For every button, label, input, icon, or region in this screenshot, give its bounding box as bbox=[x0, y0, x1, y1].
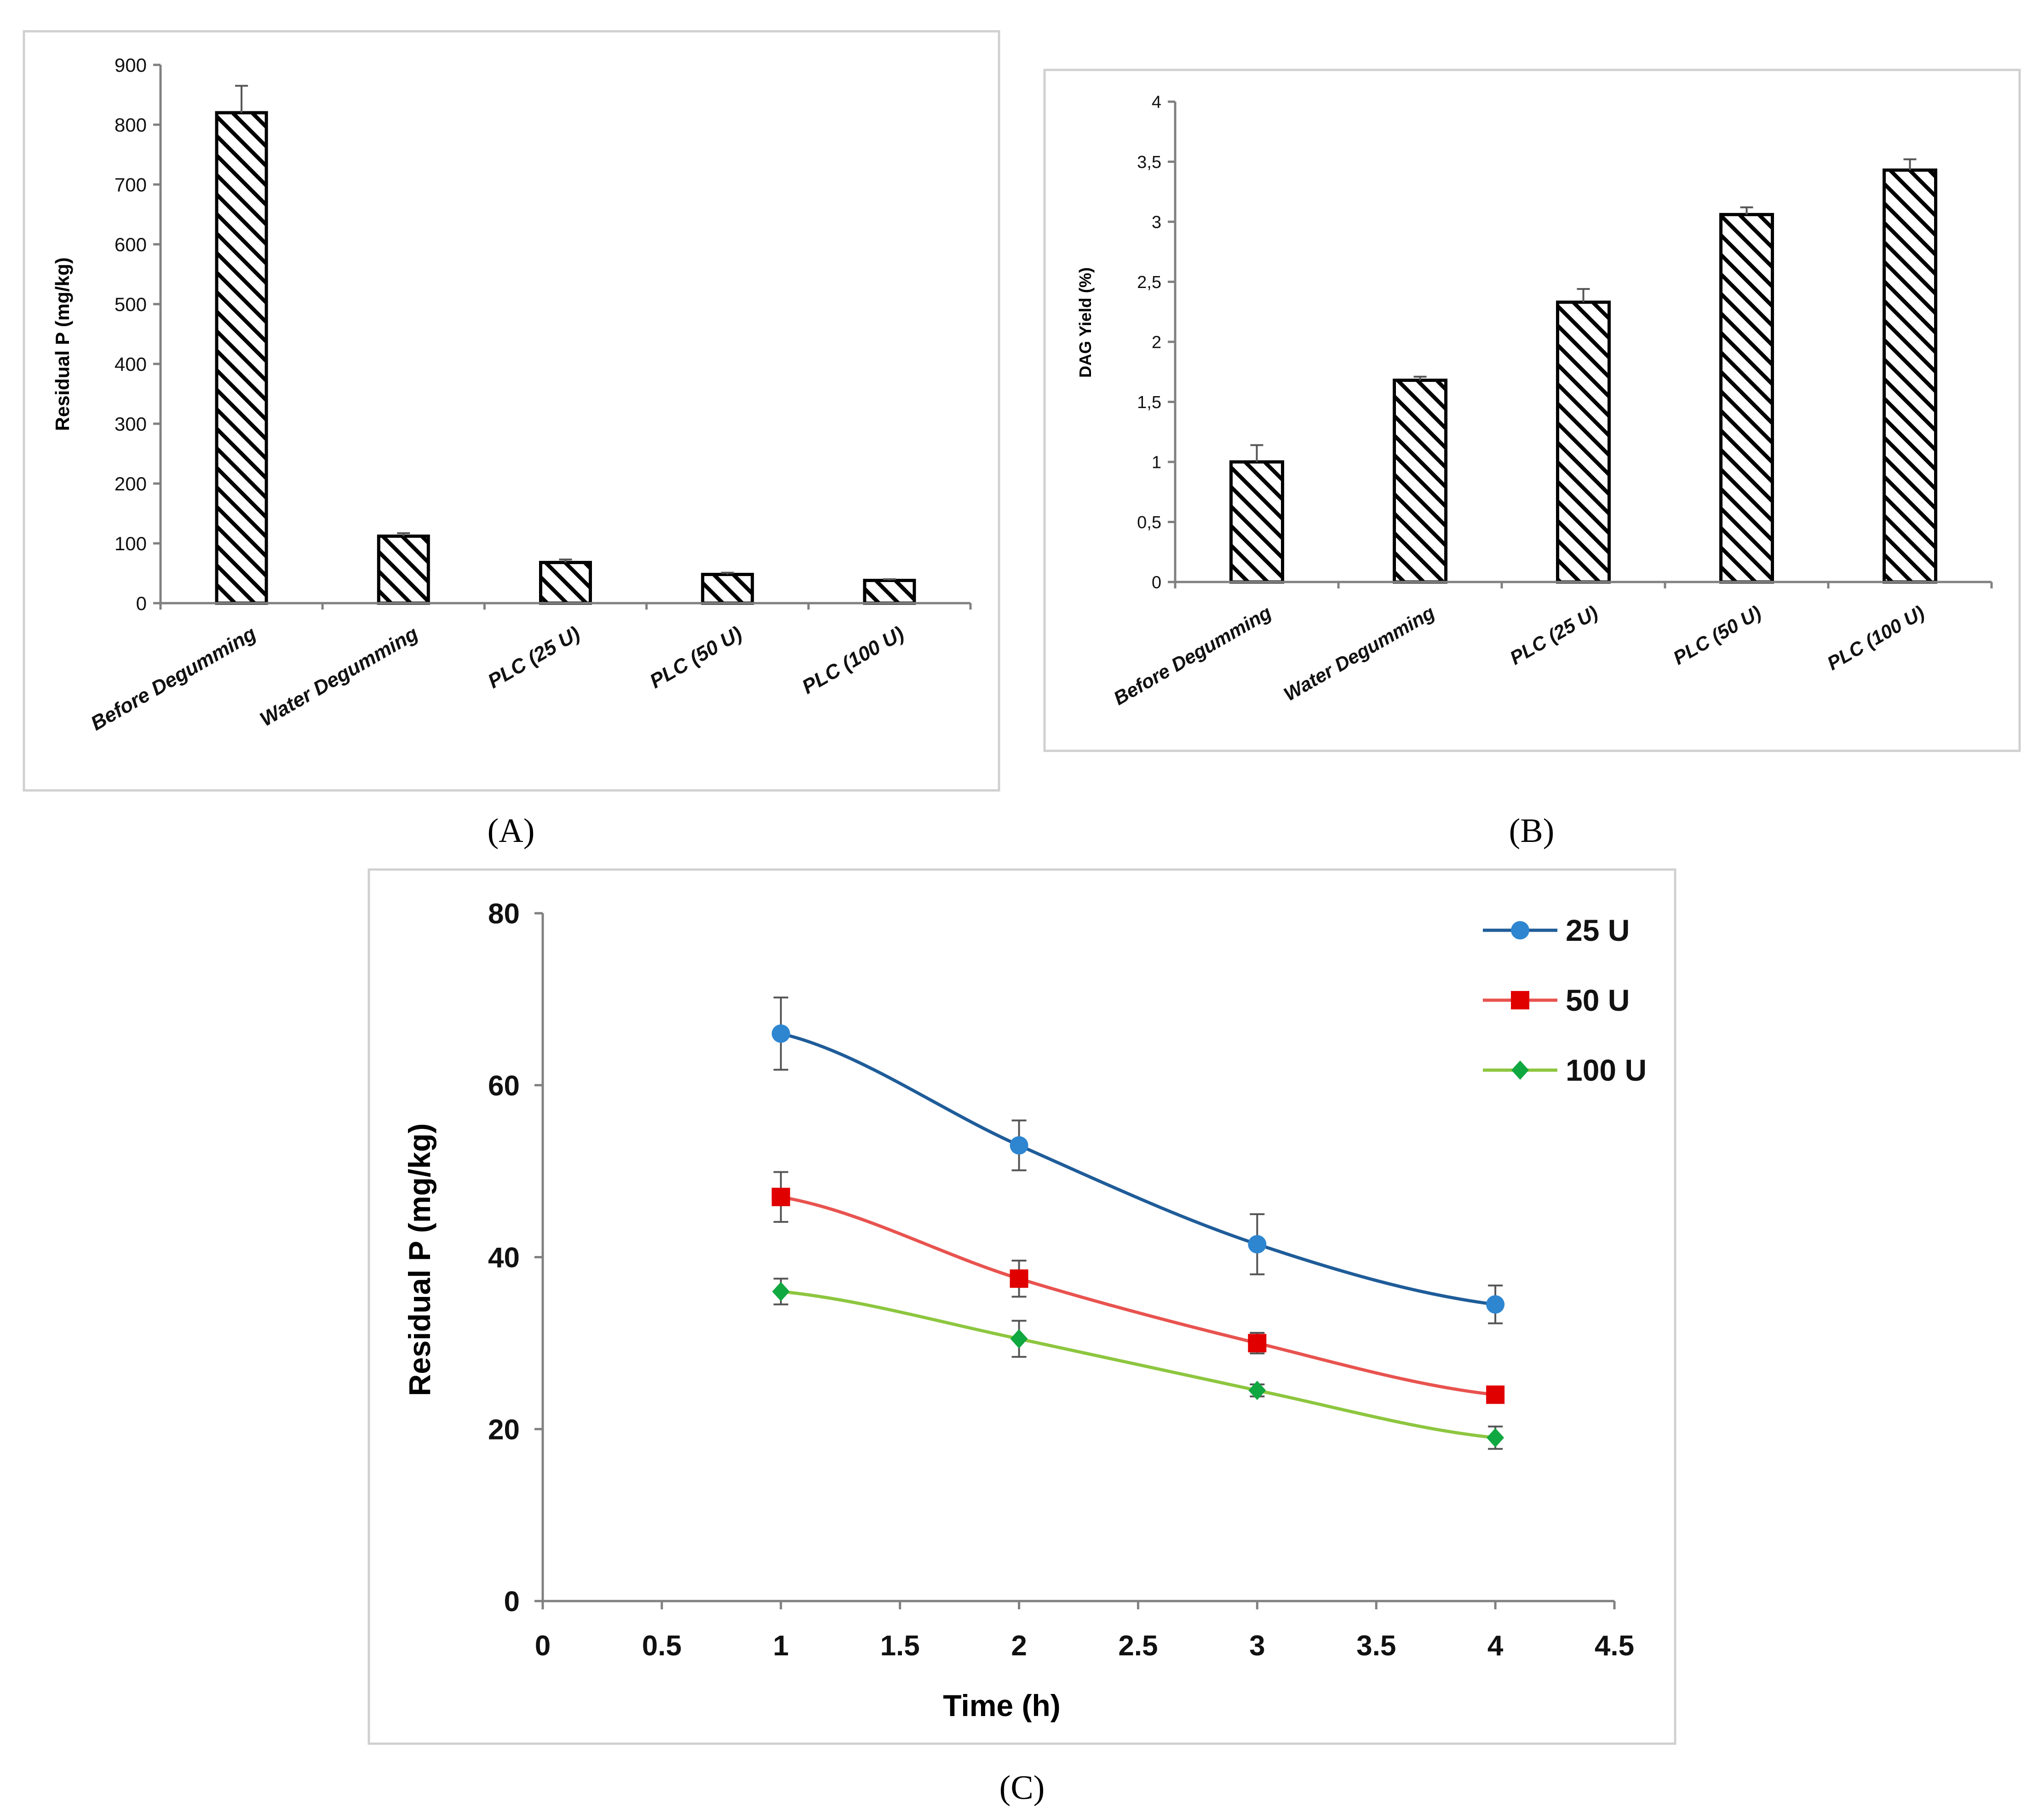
panel-c-frame bbox=[367, 868, 1677, 1745]
bar bbox=[215, 111, 268, 605]
panel-a-label: (A) bbox=[488, 812, 535, 850]
panel-a-ylabel: Residual P (mg/kg) bbox=[52, 257, 73, 431]
panel-a-y-ticks: 0 100 200 300 400 500 600 700 800 900 bbox=[115, 54, 972, 614]
panel-b-label: (B) bbox=[1509, 812, 1555, 850]
data-point bbox=[1010, 1329, 1028, 1349]
x-tick-label: 3.5 bbox=[1356, 1630, 1396, 1662]
panel-c-label: (C) bbox=[999, 1769, 1045, 1807]
bar bbox=[1393, 379, 1447, 584]
legend-label: 100 U bbox=[1566, 1053, 1647, 1087]
bar bbox=[701, 573, 754, 605]
y-tick-label: 700 bbox=[115, 174, 147, 196]
legend-marker bbox=[1511, 921, 1529, 939]
y-tick-label: 300 bbox=[115, 413, 147, 435]
legend-marker bbox=[1511, 1060, 1529, 1080]
y-tick-label: 20 bbox=[488, 1414, 520, 1446]
legend-marker bbox=[1511, 991, 1529, 1009]
bar bbox=[1883, 168, 1937, 584]
legend-label: 50 U bbox=[1566, 983, 1630, 1017]
data-point bbox=[1248, 1334, 1267, 1353]
data-point bbox=[1486, 1295, 1505, 1314]
data-point bbox=[771, 1187, 790, 1206]
panel-a-frame bbox=[23, 30, 1000, 792]
bar bbox=[1719, 213, 1774, 584]
panel-c: Residual P (mg/kg) Time (h) 0 20 40 60 80 0 0.… bbox=[367, 868, 1677, 1745]
y-tick-label: 900 bbox=[115, 54, 147, 76]
data-point bbox=[771, 1024, 790, 1043]
y-tick-label: 3,5 bbox=[1137, 153, 1161, 172]
x-tick-label: 1 bbox=[773, 1630, 789, 1662]
bar bbox=[539, 561, 592, 605]
y-tick-label: 2,5 bbox=[1137, 273, 1161, 292]
series-line bbox=[781, 1290, 1496, 1440]
data-point bbox=[1248, 1235, 1267, 1254]
y-tick-label: 2 bbox=[1152, 333, 1161, 352]
y-tick-label: 80 bbox=[488, 898, 520, 930]
y-tick-label: 800 bbox=[115, 114, 147, 136]
panel-b-ylabel: DAG Yield (%) bbox=[1076, 267, 1095, 378]
bar bbox=[1556, 300, 1611, 584]
y-tick-label: 600 bbox=[115, 234, 147, 255]
y-tick-label: 60 bbox=[488, 1070, 520, 1102]
panel-b: DAG Yield (%) 00,511,522,533,54 Before D… bbox=[1043, 69, 2021, 752]
x-tick-label: 2.5 bbox=[1118, 1630, 1158, 1662]
y-tick-label: 1 bbox=[1152, 453, 1161, 472]
x-tick-label: 4.5 bbox=[1595, 1630, 1634, 1662]
bar bbox=[863, 579, 916, 605]
series-50-u bbox=[771, 1171, 1505, 1404]
y-tick-label: 0,5 bbox=[1137, 513, 1161, 532]
x-tick-label: 3 bbox=[1249, 1630, 1265, 1662]
data-point bbox=[1248, 1381, 1266, 1400]
x-tick-label: 1.5 bbox=[880, 1630, 920, 1662]
panel-b-frame bbox=[1043, 69, 2021, 752]
panel-b-y-ticks: 0 0,5 1 1,5 2 2,5 3 3,5 4 bbox=[1137, 93, 1993, 593]
panel-c-ylabel: Residual P (mg/kg) bbox=[402, 1123, 436, 1396]
bar bbox=[377, 534, 430, 605]
y-tick-label: 40 bbox=[488, 1242, 520, 1274]
data-point bbox=[1010, 1269, 1028, 1288]
y-tick-label: 0 bbox=[504, 1586, 520, 1618]
panel-b-bars bbox=[1229, 158, 1937, 584]
legend-label: 25 U bbox=[1566, 913, 1630, 947]
data-point bbox=[1486, 1385, 1505, 1404]
panel-a: Residual P (mg/kg) 0 100 200 300 400 500 600 70… bbox=[23, 30, 1000, 792]
panel-c-xlabel: Time (h) bbox=[943, 1688, 1060, 1723]
y-tick-label: 100 bbox=[115, 533, 147, 554]
data-point bbox=[772, 1282, 790, 1302]
y-tick-label: 4 bbox=[1152, 93, 1161, 112]
y-tick-label: 200 bbox=[115, 473, 147, 495]
panel-a-bars bbox=[215, 85, 916, 605]
x-tick-label: 2 bbox=[1011, 1630, 1027, 1662]
x-tick-label: 0 bbox=[535, 1630, 551, 1662]
x-tick-label: 4 bbox=[1487, 1630, 1504, 1662]
y-tick-label: 1,5 bbox=[1137, 393, 1161, 412]
x-tick-label: 0.5 bbox=[642, 1630, 682, 1662]
panel-c-ticks: 0 20 40 60 80 0 0.5 1 1.5 2 2.5 3 3.5 4 4.5 bbox=[488, 898, 1634, 1662]
y-tick-label: 0 bbox=[1152, 573, 1161, 593]
y-tick-label: 3 bbox=[1152, 213, 1161, 232]
data-point bbox=[1010, 1136, 1028, 1155]
series-line bbox=[780, 1032, 1496, 1306]
series-100-u bbox=[772, 1278, 1504, 1450]
bar bbox=[1229, 460, 1284, 584]
y-tick-label: 400 bbox=[115, 353, 147, 375]
series-25-u bbox=[771, 997, 1505, 1325]
series-line bbox=[781, 1195, 1496, 1396]
panel-c-legend: 25 U 50 U 100 U bbox=[1483, 913, 1647, 1087]
data-point bbox=[1487, 1428, 1504, 1447]
y-tick-label: 0 bbox=[136, 593, 147, 614]
panel-c-series bbox=[771, 997, 1505, 1450]
y-tick-label: 500 bbox=[115, 294, 147, 315]
